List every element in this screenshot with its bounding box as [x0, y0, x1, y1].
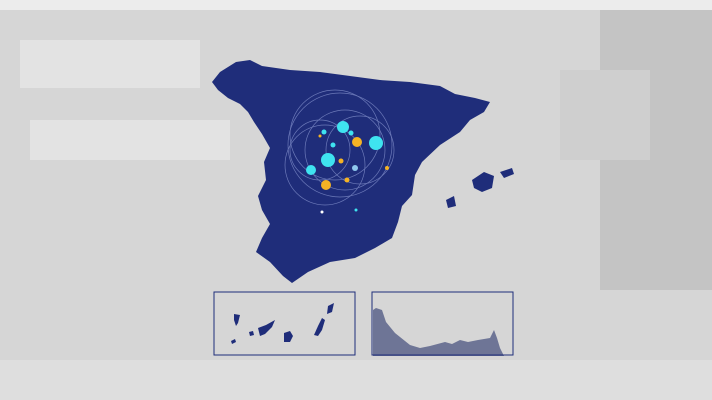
marker-cyan: [321, 153, 335, 167]
marker-cyan: [321, 129, 327, 135]
la-palma: [234, 314, 240, 326]
balearic-islands: [446, 168, 514, 208]
background-band: [20, 40, 200, 88]
spain-mainland: [212, 60, 490, 283]
marker-yellow: [318, 134, 322, 138]
marker-yellow: [352, 137, 362, 147]
background-band: [30, 120, 230, 160]
mallorca: [472, 172, 494, 192]
north-africa-coast: [373, 308, 504, 356]
gran-canaria: [284, 331, 293, 342]
marker-cyan: [306, 165, 316, 175]
lanzarote: [327, 303, 334, 314]
la-gomera: [249, 331, 254, 336]
background-band: [560, 70, 650, 160]
ceuta-melilla-inset: [371, 291, 514, 356]
marker-white: [320, 210, 324, 214]
menorca: [500, 168, 514, 178]
ibiza: [446, 196, 456, 208]
marker-yellow: [321, 180, 331, 190]
marker-cyan: [352, 165, 358, 171]
marker-yellow: [385, 166, 389, 170]
marker-cyan: [354, 208, 358, 212]
orbit-lines: [284, 89, 395, 206]
data-markers: [306, 121, 389, 214]
tenerife: [258, 320, 275, 336]
inset-frame: [213, 291, 356, 356]
marker-yellow: [344, 177, 350, 183]
el-hierro: [231, 339, 236, 344]
marker-cyan: [348, 130, 354, 136]
marker-cyan: [330, 142, 336, 148]
background-band: [0, 0, 712, 10]
canary-islands-inset: [213, 291, 356, 356]
marker-cyan: [337, 121, 349, 133]
marker-cyan: [369, 136, 383, 150]
inset-frame: [371, 291, 514, 356]
marker-yellow: [338, 158, 344, 164]
fuerteventura: [314, 318, 325, 336]
background-band: [0, 360, 712, 400]
